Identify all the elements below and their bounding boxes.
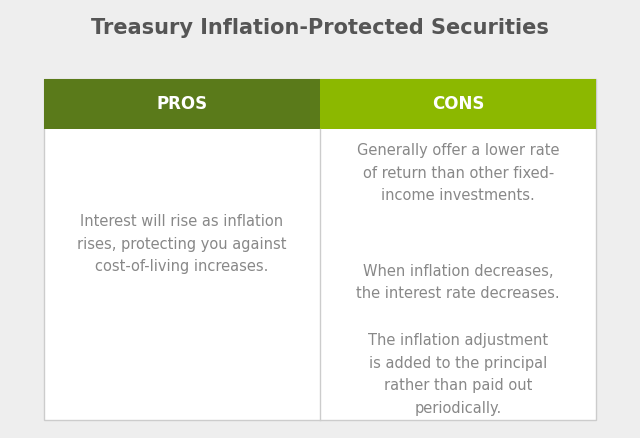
Bar bbox=[44, 79, 320, 129]
Text: Treasury Inflation-Protected Securities: Treasury Inflation-Protected Securities bbox=[91, 18, 549, 39]
Text: CONS: CONS bbox=[432, 95, 484, 113]
Bar bbox=[320, 79, 596, 129]
Text: Interest will rise as inflation
rises, protecting you against
cost-of-living inc: Interest will rise as inflation rises, p… bbox=[77, 214, 287, 275]
Text: The inflation adjustment
is added to the principal
rather than paid out
periodic: The inflation adjustment is added to the… bbox=[368, 333, 548, 416]
Text: PROS: PROS bbox=[156, 95, 207, 113]
Text: Generally offer a lower rate
of return than other fixed-
income investments.: Generally offer a lower rate of return t… bbox=[357, 143, 559, 203]
Text: When inflation decreases,
the interest rate decreases.: When inflation decreases, the interest r… bbox=[356, 264, 560, 301]
Bar bbox=[44, 79, 596, 420]
